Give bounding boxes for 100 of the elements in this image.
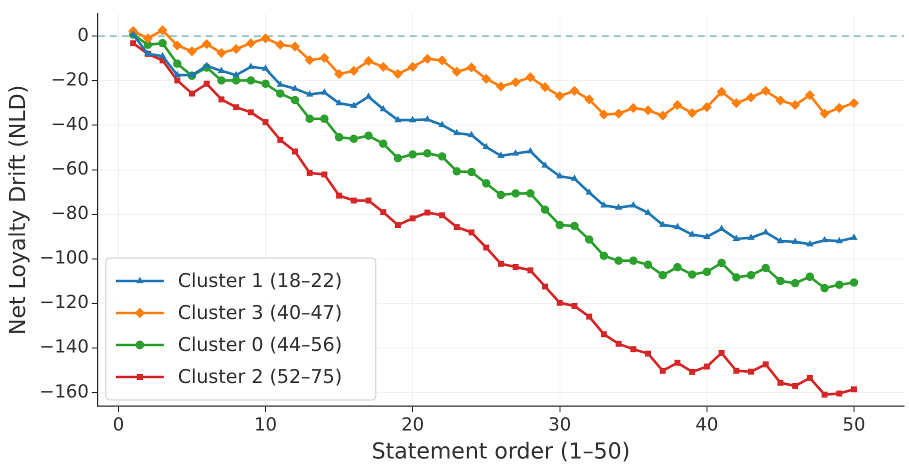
point	[186, 46, 197, 56]
point	[614, 108, 624, 119]
point	[233, 104, 240, 110]
point	[231, 44, 242, 54]
point	[804, 90, 815, 100]
point	[644, 208, 652, 215]
point	[525, 72, 536, 82]
point	[364, 92, 372, 99]
point	[836, 236, 843, 244]
point	[438, 152, 446, 161]
point	[702, 102, 712, 112]
point	[350, 102, 358, 108]
point	[586, 314, 592, 320]
point	[498, 260, 504, 267]
point	[850, 278, 858, 287]
point	[510, 77, 521, 88]
point	[364, 131, 373, 140]
point	[292, 148, 298, 154]
point	[424, 210, 430, 216]
y-tick-label: −60	[50, 158, 89, 180]
point	[703, 232, 711, 239]
point	[806, 374, 813, 381]
legend-label: Cluster 0 (44–56)	[178, 334, 342, 356]
point	[542, 284, 548, 290]
point	[306, 90, 314, 97]
point	[584, 235, 594, 244]
point	[174, 70, 181, 78]
point	[216, 48, 226, 58]
point	[731, 98, 742, 108]
point	[733, 368, 740, 374]
point	[572, 302, 578, 309]
point	[688, 270, 696, 279]
point	[527, 267, 534, 274]
point	[660, 368, 666, 374]
point	[482, 179, 490, 188]
point	[674, 360, 680, 366]
point	[172, 40, 182, 50]
point	[687, 108, 698, 118]
point	[689, 368, 696, 375]
point	[628, 103, 638, 114]
point	[645, 350, 651, 357]
point	[334, 68, 344, 79]
point	[319, 52, 330, 63]
point	[659, 220, 666, 227]
y-tick-label: −140	[39, 336, 89, 358]
point	[644, 260, 652, 269]
point	[189, 90, 195, 97]
point	[792, 238, 799, 244]
point	[776, 236, 784, 244]
x-axis-title: Statement order (1–50)	[372, 440, 630, 465]
point	[496, 81, 506, 92]
point	[511, 189, 520, 198]
point	[262, 119, 269, 126]
point	[658, 270, 667, 280]
point	[556, 300, 563, 306]
point	[466, 62, 476, 73]
point	[586, 188, 593, 195]
point	[598, 110, 609, 120]
point	[820, 236, 828, 242]
point	[748, 368, 754, 375]
y-tick-label: −40	[50, 114, 89, 135]
point	[716, 86, 727, 97]
point	[336, 192, 342, 199]
point	[454, 224, 460, 230]
point	[822, 392, 828, 398]
point	[777, 380, 784, 386]
point	[512, 149, 520, 156]
point	[760, 86, 771, 96]
point	[556, 172, 564, 178]
point	[672, 100, 682, 110]
point	[834, 103, 844, 114]
point	[247, 62, 254, 69]
point	[820, 284, 829, 292]
point	[570, 222, 579, 230]
point	[366, 198, 372, 204]
point	[776, 276, 785, 286]
point	[305, 114, 314, 123]
point	[202, 39, 212, 50]
point	[394, 116, 402, 122]
point	[290, 96, 300, 104]
point	[616, 340, 622, 347]
x-tick-label: 50	[842, 414, 866, 436]
point	[600, 201, 608, 208]
point	[630, 346, 636, 352]
point	[836, 390, 842, 396]
point	[320, 88, 328, 95]
point	[437, 55, 448, 66]
point	[350, 198, 357, 204]
x-tick-label: 30	[548, 414, 572, 436]
point	[452, 66, 462, 77]
point	[409, 116, 416, 122]
point	[584, 94, 594, 104]
point	[423, 149, 432, 158]
point	[232, 76, 240, 85]
point	[554, 91, 565, 102]
point	[746, 92, 756, 102]
point	[497, 152, 505, 158]
point	[658, 110, 668, 121]
x-tick-label: 10	[254, 414, 277, 436]
y-tick-label: −120	[39, 292, 89, 314]
